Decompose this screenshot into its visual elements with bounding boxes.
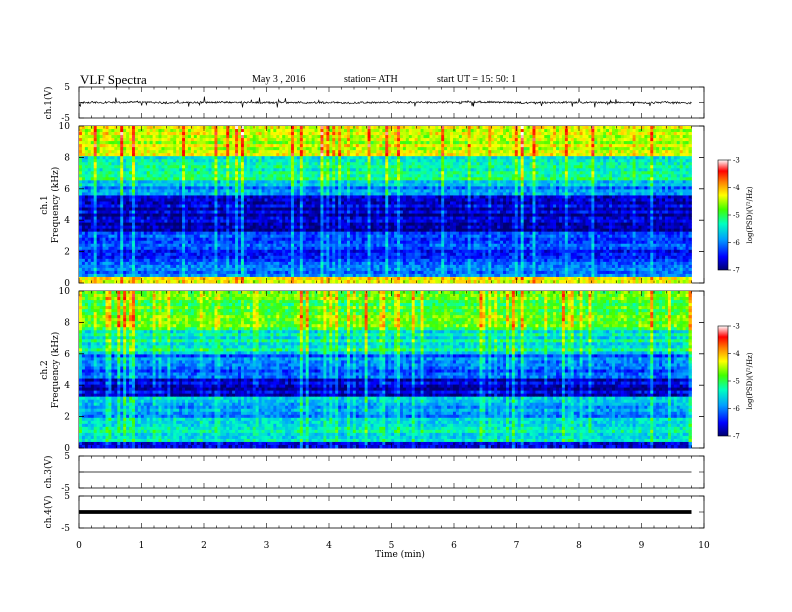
ch1-waveform-trace: [78, 96, 692, 108]
spectrogram-ytick-label: 4: [64, 216, 70, 226]
colorbar-tick-label: -6: [733, 405, 740, 413]
ch1-spectrogram: [79, 126, 692, 284]
ch1-waveform-ylabel: ch.1(V): [43, 87, 54, 120]
ch1-colorbar: [717, 159, 729, 271]
figure-title: VLF Spectra: [80, 72, 147, 88]
spectrogram-ytick-label: 0: [64, 279, 70, 289]
colorbar-tick-label: -4: [733, 184, 740, 192]
ch2-spectrogram-ylabel-channel: ch.2: [40, 360, 50, 379]
ch4-ytick-bottom: -5: [61, 524, 70, 534]
ch3-ytick-top: 5: [64, 452, 70, 462]
spectrogram-ytick-label: 6: [64, 350, 70, 360]
x-tick-label: 5: [389, 541, 395, 551]
colorbar-tick-label: -7: [733, 433, 740, 441]
ch4-ytick-top: 5: [64, 492, 70, 502]
x-tick-label: 0: [76, 541, 82, 551]
ch2-colorbar-label: log(PSD)(V²/Hz): [746, 352, 754, 409]
ch4-waveform-ylabel: ch.4(V): [43, 496, 54, 529]
spectrogram-ytick-label: 10: [59, 287, 71, 297]
ch2-spectrogram-ylabel-freq: Frequency (kHz): [50, 332, 61, 409]
ch1-ytick-bottom: -5: [61, 114, 70, 124]
spectrogram-ytick-label: 10: [59, 122, 71, 132]
spectrogram-ytick-label: 8: [64, 153, 70, 163]
spectrogram-ytick-label: 6: [64, 185, 70, 195]
ch1-waveform-line: [78, 96, 692, 108]
ch3-ytick-bottom: -5: [61, 484, 70, 494]
axis-ticks: [78, 86, 705, 529]
x-tick-label: 7: [514, 541, 520, 551]
colorbar-tick-label: -6: [733, 239, 740, 247]
ch1-colorbar-label: log(PSD)(V²/Hz): [746, 186, 754, 243]
spectrogram-ytick-label: 8: [64, 318, 70, 328]
x-tick-label: 6: [451, 541, 457, 551]
colorbar-tick-label: -5: [733, 212, 740, 220]
ch2-colorbar: [717, 325, 729, 437]
x-tick-label: 3: [264, 541, 270, 551]
ch3-waveform-ylabel: ch.3(V): [43, 456, 54, 489]
colorbar-ticks: -3 -4 -5 -6 -7 -3 -4 -5 -6 -7: [728, 157, 740, 441]
ch1-ytick-top: 5: [64, 83, 70, 93]
x-tick-labels: 0 1 2 3 4 5 6 7 8 9 10: [76, 541, 710, 551]
colorbar-tick-label: -3: [733, 323, 740, 331]
x-tick-label: 4: [326, 541, 332, 551]
x-tick-label: 9: [639, 541, 645, 551]
x-tick-label: 2: [201, 541, 207, 551]
header-date: May 3 , 2016: [252, 74, 305, 85]
x-tick-label: 1: [139, 541, 145, 551]
colorbar-tick-label: -7: [733, 267, 740, 275]
spectrogram-ytick-label: 4: [64, 381, 70, 391]
colorbar-tick-label: -4: [733, 350, 740, 358]
colorbar-tick-label: -5: [733, 378, 740, 386]
ch1-spectrogram-ylabel-freq: Frequency (kHz): [50, 167, 61, 244]
ch1-spectrogram-ylabel-channel: ch.1: [40, 195, 50, 214]
spectrogram-ytick-label: 2: [64, 413, 70, 423]
x-tick-label: 8: [576, 541, 582, 551]
header-start-time: start UT = 15: 50: 1: [437, 74, 516, 85]
spectrogram-ytick-label: 0: [64, 444, 70, 454]
spectrogram-ytick-label: 2: [64, 248, 70, 258]
ch2-spectrogram: [79, 291, 692, 449]
header-station: station= ATH: [344, 74, 398, 85]
x-tick-label: 10: [698, 541, 710, 551]
x-axis-label: Time (min): [375, 549, 425, 560]
colorbar-tick-label: -3: [733, 157, 740, 165]
